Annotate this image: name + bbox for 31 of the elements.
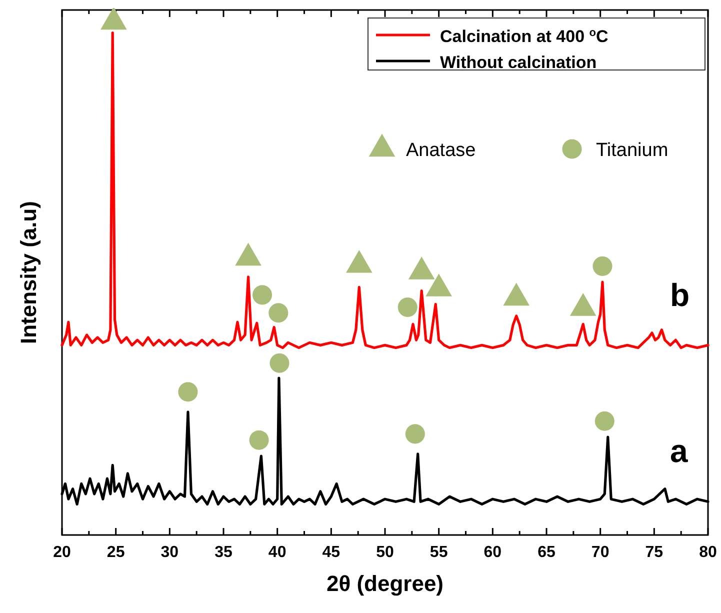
x-tick-label: 50	[376, 544, 394, 561]
legend-label: Calcination at 400 $^{o}$C	[440, 27, 608, 46]
point	[178, 382, 198, 402]
annotation: b	[670, 277, 690, 314]
legend-label: Without calcination	[440, 53, 597, 72]
x-tick-label: 20	[53, 544, 71, 561]
legend-label: Titanium	[596, 140, 668, 161]
x-axis-title: 2θ (degree)	[326, 571, 444, 596]
x-tick-label: 45	[322, 544, 340, 561]
y-axis-title: Intensity (a.u)	[16, 200, 41, 344]
legend-label: Anatase	[406, 140, 476, 161]
x-tick-label: 35	[214, 544, 232, 561]
point	[405, 424, 425, 444]
x-tick-label: 80	[699, 544, 717, 561]
x-tick-label: 75	[645, 544, 664, 561]
x-tick-label: 70	[591, 544, 610, 561]
x-tick-label: 60	[484, 544, 502, 561]
point	[252, 285, 272, 305]
point	[592, 256, 612, 276]
point	[398, 297, 418, 317]
x-tick-label: 40	[268, 544, 286, 561]
point	[100, 8, 127, 30]
point	[268, 303, 288, 323]
x-tick-label: 25	[106, 544, 125, 561]
point	[270, 353, 290, 373]
x-tick-label: 55	[430, 544, 448, 561]
annotation: a	[670, 434, 688, 470]
point	[594, 411, 614, 431]
x-tick-label: 30	[160, 544, 179, 561]
point	[249, 430, 269, 450]
x-tick-label: 65	[538, 544, 556, 561]
